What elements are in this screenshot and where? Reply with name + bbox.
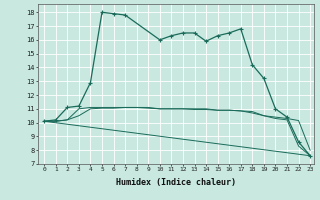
X-axis label: Humidex (Indice chaleur): Humidex (Indice chaleur) bbox=[116, 178, 236, 187]
